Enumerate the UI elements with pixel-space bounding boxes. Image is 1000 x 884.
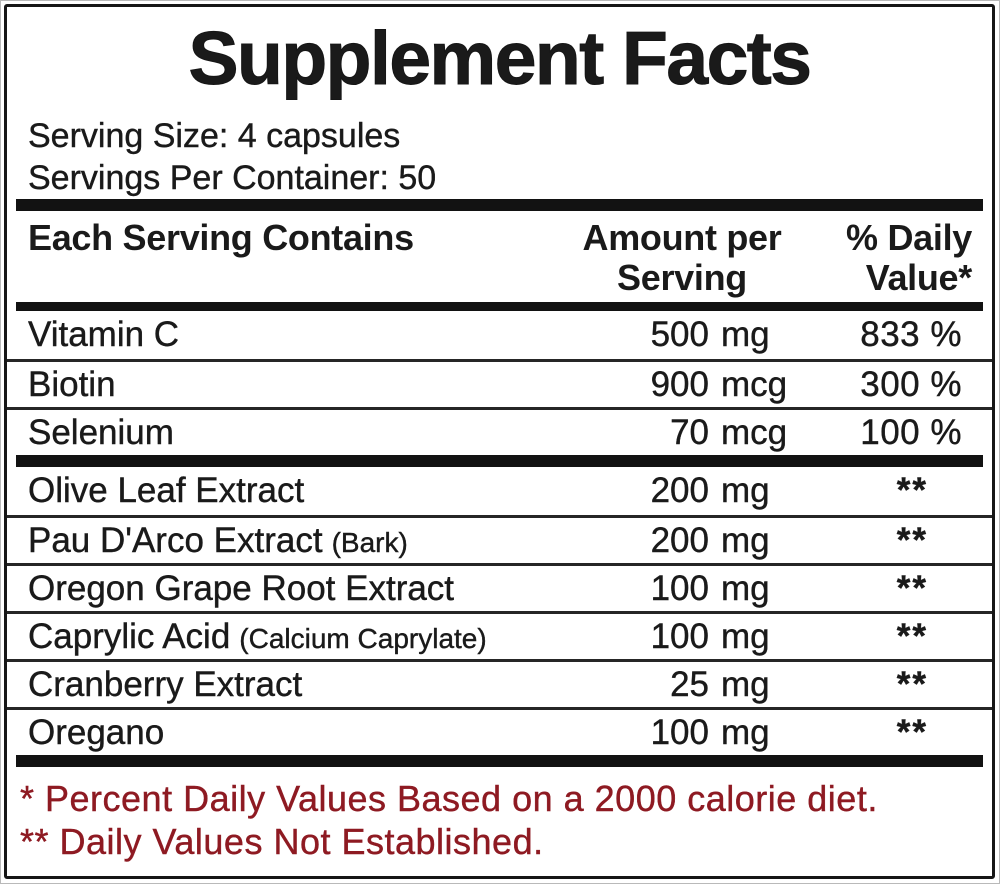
- header-each-serving-contains: Each Serving Contains: [28, 217, 414, 258]
- table-row: Selenium 70 mcg 100 %: [7, 407, 992, 455]
- nutrient-name: Biotin: [28, 365, 542, 405]
- amount-unit: mg: [721, 315, 770, 354]
- nutrient-name-text: Caprylic Acid: [28, 616, 231, 656]
- nutrient-amount: 100 mg: [542, 616, 787, 657]
- nutrient-name-text: Selenium: [28, 412, 174, 452]
- header-amount-per-serving: Amount per Serving: [562, 218, 802, 298]
- daily-value: **: [896, 471, 928, 510]
- nutrient-name-text: Biotin: [28, 364, 116, 404]
- nutrient-name: Vitamin C: [28, 315, 542, 355]
- nutrient-amount: 25 mg: [542, 664, 787, 705]
- amount-unit: mg: [721, 471, 770, 510]
- amount-value: 100: [650, 616, 709, 656]
- amount-value: 70: [670, 412, 709, 452]
- nutrient-name: Oregano: [28, 713, 542, 753]
- table-row: Pau D'Arco Extract (Bark) 200 mg **: [7, 515, 992, 563]
- header-amount-line1: Amount per: [582, 217, 782, 258]
- daily-value: **: [896, 520, 928, 560]
- table-row: Oregon Grape Root Extract 100 mg **: [7, 563, 992, 611]
- nutrient-name-text: Oregon Grape Root Extract: [28, 568, 455, 608]
- section-divider-bar-top: [16, 199, 983, 211]
- header-dv-line1: % Daily: [846, 217, 972, 258]
- serving-size: Serving Size: 4 capsules: [28, 117, 401, 155]
- table-row: Oregano 100 mg **: [7, 707, 992, 755]
- daily-value: **: [896, 568, 928, 608]
- botanical-section: Olive Leaf Extract 200 mg ** Pau D'Arco E…: [7, 467, 992, 755]
- header-double-rule: [16, 302, 983, 311]
- nutrient-name-text: Vitamin C: [28, 315, 180, 354]
- nutrient-note: (Bark): [331, 526, 408, 558]
- amount-unit: mg: [721, 568, 770, 608]
- amount-value: 25: [670, 664, 709, 704]
- amount-unit: mg: [721, 616, 770, 656]
- footnotes: * Percent Daily Values Based on a 2000 c…: [7, 767, 992, 863]
- amount-unit: mg: [721, 712, 770, 752]
- nutrient-name: Cranberry Extract: [28, 665, 542, 705]
- nutrient-name: Pau D'Arco Extract (Bark): [28, 521, 542, 561]
- nutrient-amount: 100 mg: [542, 712, 787, 753]
- nutrient-amount: 500 mg: [542, 315, 787, 355]
- footnote-percent-daily-values: * Percent Daily Values Based on a 2000 c…: [20, 778, 878, 819]
- amount-value: 100: [650, 712, 709, 752]
- daily-value: **: [896, 616, 928, 656]
- footnote-daily-values-not-established: ** Daily Values Not Established.: [20, 821, 544, 862]
- nutrient-name-text: Olive Leaf Extract: [28, 471, 305, 510]
- daily-value: **: [896, 664, 928, 704]
- nutrient-name: Caprylic Acid (Calcium Caprylate): [28, 617, 542, 657]
- nutrient-amount: 70 mcg: [542, 412, 788, 453]
- daily-value: 100 %: [860, 412, 962, 452]
- daily-value: 833 %: [860, 315, 962, 354]
- nutrient-name-text: Pau D'Arco Extract: [28, 520, 323, 560]
- amount-unit: mcg: [721, 412, 788, 452]
- header-amount-line2: Serving: [617, 257, 747, 298]
- header-dv-line2: Value*: [865, 257, 973, 298]
- header-daily-value: % Daily Value*: [802, 218, 972, 298]
- amount-value: 200: [650, 520, 709, 560]
- amount-value: 100: [650, 568, 709, 608]
- nutrient-name: Olive Leaf Extract: [28, 471, 542, 511]
- nutrient-amount: 900 mcg: [542, 364, 788, 405]
- amount-value: 500: [650, 315, 709, 354]
- amount-unit: mg: [721, 520, 770, 560]
- table-header: Each Serving Contains Amount per Serving…: [7, 211, 992, 302]
- table-row: Biotin 900 mcg 300 %: [7, 359, 992, 407]
- label-title: Supplement Facts: [188, 16, 812, 101]
- nutrient-name: Selenium: [28, 413, 542, 453]
- daily-value: **: [896, 712, 928, 752]
- nutrient-amount: 100 mg: [542, 568, 787, 609]
- amount-value: 900: [650, 364, 709, 404]
- section-divider-bar-bottom: [16, 755, 983, 767]
- nutrient-note: (Calcium Caprylate): [239, 622, 487, 654]
- amount-unit: mg: [721, 664, 770, 704]
- table-row: Olive Leaf Extract 200 mg **: [7, 467, 992, 515]
- amount-unit: mcg: [721, 364, 788, 404]
- nutrient-name: Oregon Grape Root Extract: [28, 569, 542, 609]
- supplement-facts-label: Supplement Facts Serving Size: 4 capsule…: [4, 4, 995, 879]
- servings-per-container: Servings Per Container: 50: [28, 159, 437, 197]
- nutrient-amount: 200 mg: [542, 471, 787, 511]
- nutrient-name-text: Oregano: [28, 712, 165, 752]
- amount-value: 200: [650, 471, 709, 510]
- nutrient-name-text: Cranberry Extract: [28, 664, 303, 704]
- section-divider-bar-middle: [16, 455, 983, 467]
- daily-value: 300 %: [860, 364, 962, 404]
- table-row: Vitamin C 500 mg 833 %: [7, 311, 992, 359]
- table-row: Cranberry Extract 25 mg **: [7, 659, 992, 707]
- serving-info: Serving Size: 4 capsules Servings Per Co…: [7, 101, 992, 199]
- nutrient-amount: 200 mg: [542, 520, 787, 561]
- table-row: Caprylic Acid (Calcium Caprylate) 100 mg *…: [7, 611, 992, 659]
- vitamin-mineral-section: Vitamin C 500 mg 833 % Biotin 900 mcg 300 …: [7, 311, 992, 455]
